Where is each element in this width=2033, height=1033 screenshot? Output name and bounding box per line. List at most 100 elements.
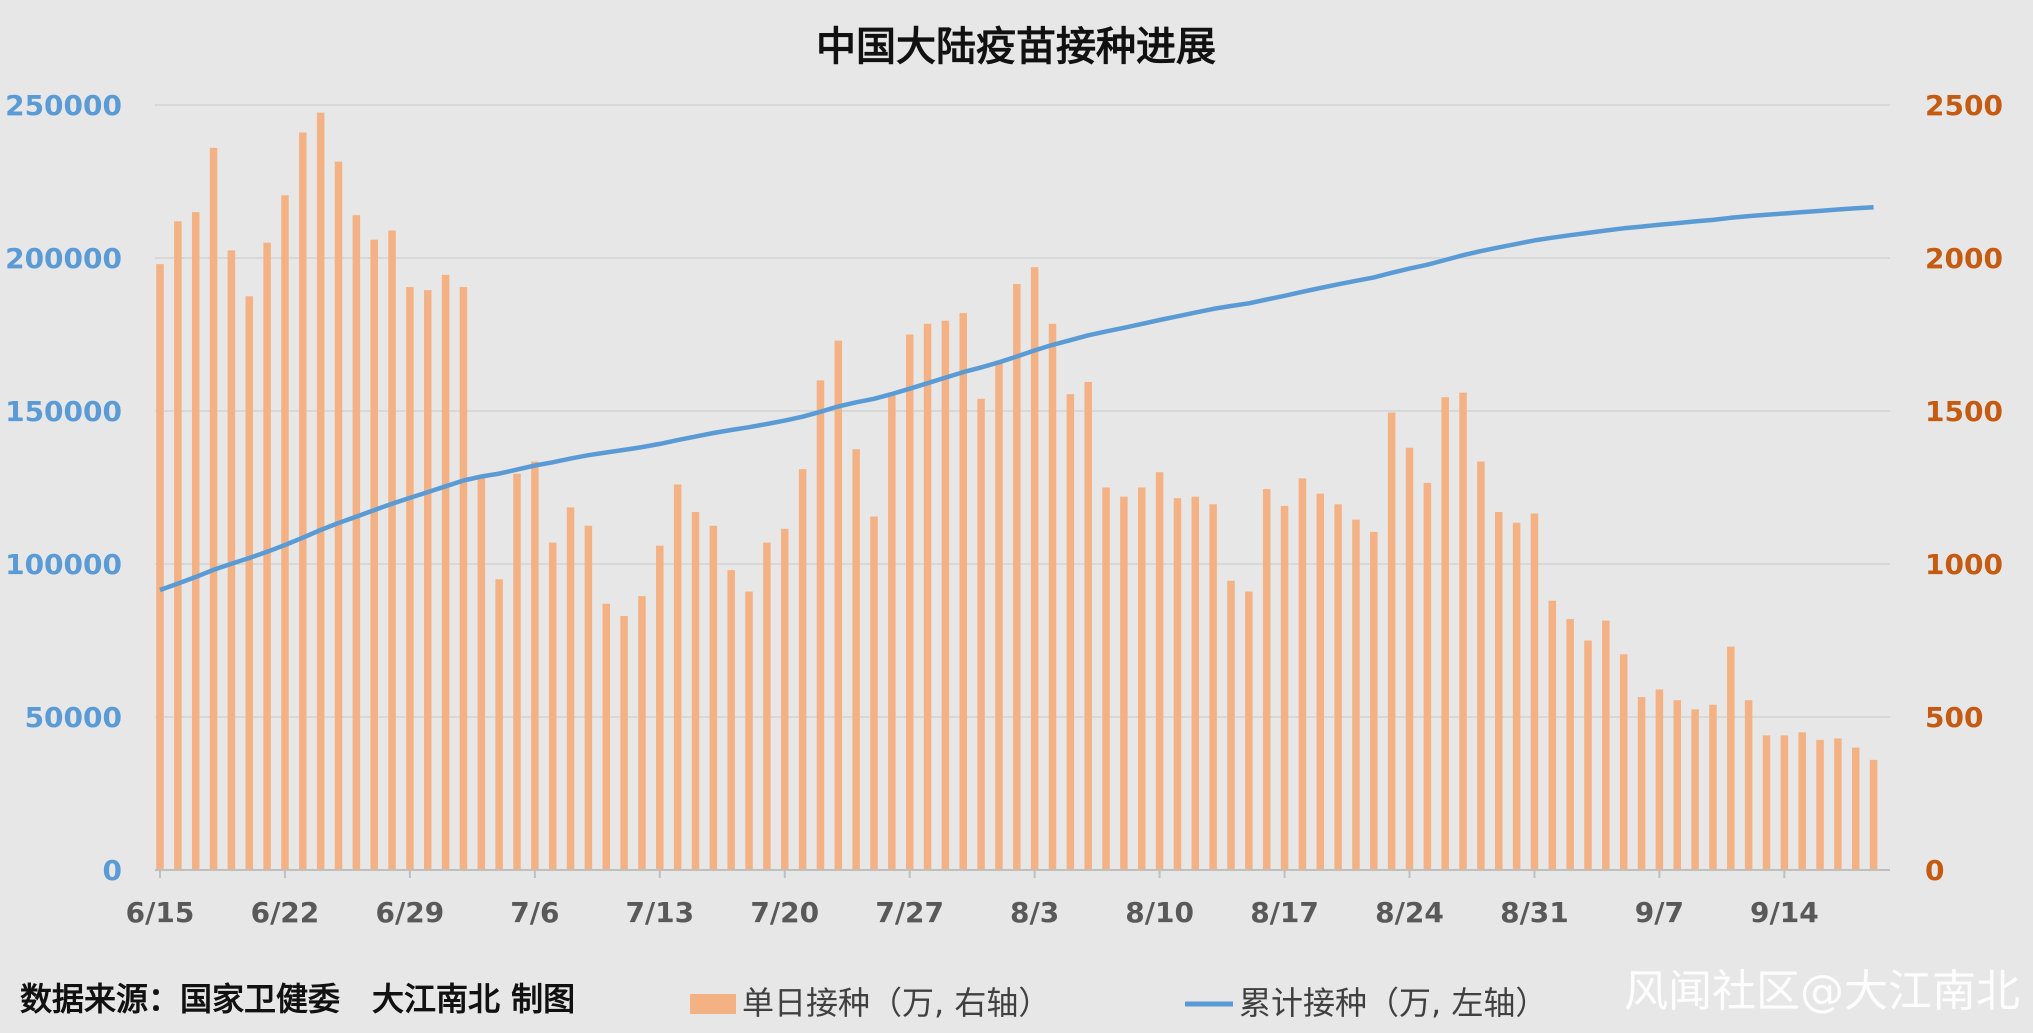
bar — [691, 511, 700, 870]
bar — [477, 475, 486, 870]
bar — [852, 449, 860, 870]
x-tick-label: 8/3 — [1010, 896, 1059, 929]
bar — [566, 507, 575, 870]
bar — [1066, 394, 1075, 870]
bar — [1816, 739, 1824, 870]
bar — [673, 484, 682, 870]
x-axis-ticks: 6/15 6/22 6/29 7/6 7/13 7/20 7/27 8/3 8/10 8/17 8/… — [126, 870, 1819, 929]
bar — [191, 212, 200, 871]
bar — [1566, 619, 1574, 870]
watermark: 风闻社区@大江南北 — [1624, 966, 2020, 1017]
bar — [1441, 397, 1449, 870]
bar — [1673, 700, 1681, 870]
bar — [1138, 487, 1146, 870]
x-tick-label: 8/24 — [1375, 896, 1444, 929]
bar — [1584, 640, 1592, 870]
bar — [406, 287, 414, 870]
bar — [1191, 496, 1200, 870]
bar — [1709, 704, 1717, 870]
bar — [531, 461, 539, 870]
line-series — [159, 204, 1874, 593]
bar — [1780, 735, 1789, 870]
x-tick-label: 6/29 — [376, 896, 445, 929]
bar — [1459, 392, 1467, 870]
bar — [656, 545, 664, 870]
bar — [227, 250, 236, 871]
bar — [959, 313, 967, 871]
x-tick-label: 7/27 — [875, 896, 944, 929]
legend-line-label: 累计接种（万, 左轴） — [1239, 984, 1547, 1022]
bar — [1530, 513, 1539, 870]
left-tick-label: 0 — [103, 854, 122, 887]
chart-title: 中国大陆疫苗接种进展 — [816, 24, 1216, 70]
x-tick-label: 9/14 — [1750, 896, 1819, 929]
bar — [174, 221, 182, 870]
bar — [1030, 267, 1039, 870]
bar — [638, 596, 646, 870]
left-axis-ticks: 0 50000 100000 150000 200000 250000 — [5, 89, 122, 887]
bar — [1548, 600, 1557, 870]
bar — [370, 239, 378, 870]
right-tick-label: 2000 — [1925, 242, 2003, 275]
left-tick-label: 250000 — [5, 89, 122, 122]
left-tick-label: 150000 — [5, 395, 122, 428]
right-tick-label: 0 — [1925, 854, 1944, 887]
bar — [1495, 511, 1503, 870]
bar — [727, 570, 735, 870]
x-tick-label: 9/7 — [1635, 896, 1684, 929]
source-note: 数据来源：国家卫健委 大江南北 制图 — [20, 980, 575, 1018]
bar — [816, 380, 825, 870]
bar — [513, 473, 521, 870]
x-tick-label: 8/17 — [1250, 896, 1319, 929]
bar — [156, 264, 164, 870]
bar — [1120, 496, 1128, 870]
bar — [1227, 580, 1235, 870]
bar — [763, 542, 771, 870]
bar — [709, 525, 718, 870]
right-axis-ticks: 0 500 1000 1500 2000 2500 — [1925, 89, 2003, 887]
x-tick-label: 6/15 — [126, 896, 195, 929]
x-tick-label: 7/20 — [750, 896, 819, 929]
left-tick-label: 100000 — [5, 548, 122, 581]
bar — [1655, 689, 1664, 870]
bar — [602, 603, 610, 870]
right-tick-label: 500 — [1925, 701, 1983, 734]
bar — [1619, 654, 1628, 870]
bar — [1352, 519, 1360, 870]
bar — [1744, 700, 1753, 870]
bar — [352, 215, 361, 870]
bar — [1727, 646, 1735, 870]
right-tick-label: 2500 — [1925, 89, 2003, 122]
x-tick-label: 7/13 — [625, 896, 694, 929]
bar — [1637, 697, 1646, 870]
bar — [1084, 381, 1092, 870]
bar — [316, 112, 325, 870]
bar — [209, 147, 218, 871]
bar — [781, 528, 789, 870]
bar — [1423, 482, 1432, 870]
bar — [1512, 522, 1521, 870]
bar — [923, 323, 932, 870]
bar — [495, 579, 503, 870]
x-tick-label: 8/10 — [1125, 896, 1194, 929]
left-tick-label: 50000 — [25, 701, 122, 734]
bar — [941, 320, 950, 871]
bar — [1691, 709, 1699, 870]
legend-bar-label: 单日接种（万, 右轴） — [742, 984, 1050, 1022]
bar — [1173, 498, 1182, 870]
bar — [1602, 620, 1610, 870]
x-tick-label: 8/31 — [1500, 896, 1569, 929]
bar — [424, 290, 432, 870]
bar — [299, 132, 307, 871]
bar — [441, 274, 450, 871]
bar — [888, 392, 896, 870]
right-tick-label: 1000 — [1925, 548, 2003, 581]
bar — [1048, 323, 1057, 870]
bar — [245, 296, 253, 870]
bar — [1102, 487, 1110, 870]
gridlines — [155, 104, 1890, 718]
bar — [1316, 493, 1324, 870]
bar — [548, 542, 557, 870]
bar — [870, 516, 878, 870]
bar — [263, 242, 271, 870]
